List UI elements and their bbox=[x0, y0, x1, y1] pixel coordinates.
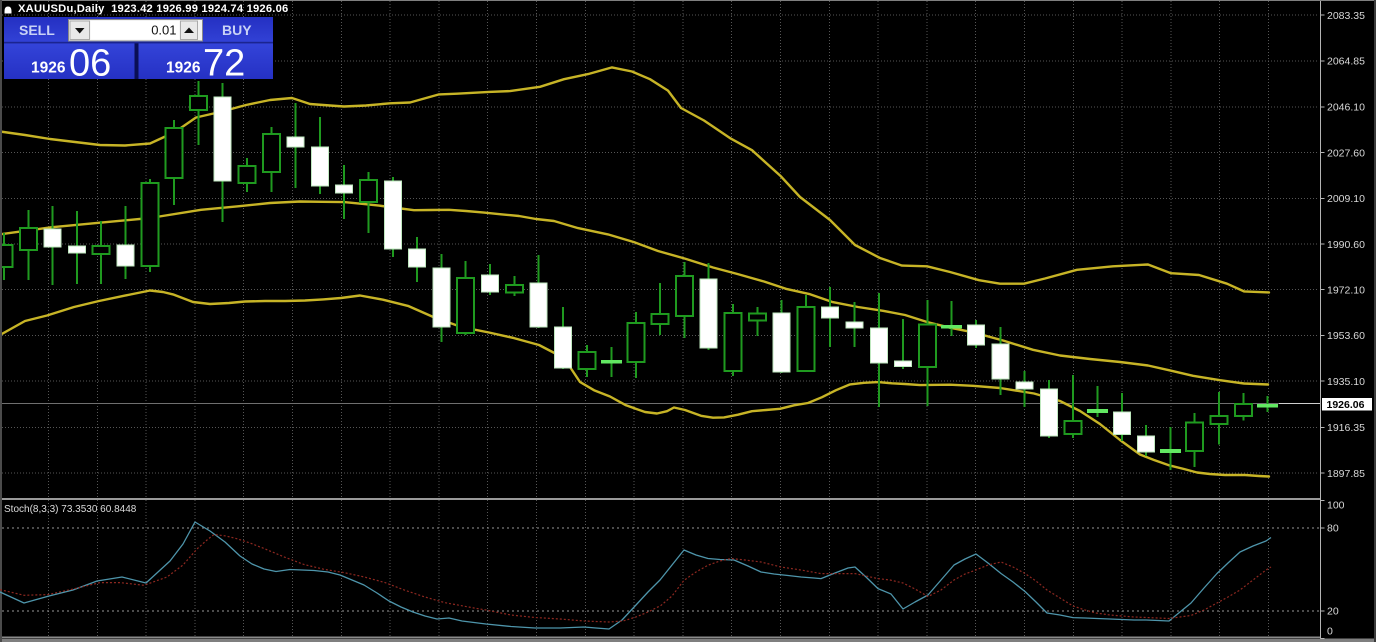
svg-text:2027.60: 2027.60 bbox=[1327, 147, 1365, 159]
svg-text:2064.85: 2064.85 bbox=[1327, 56, 1365, 68]
svg-text:2046.10: 2046.10 bbox=[1327, 102, 1365, 114]
svg-text:2009.10: 2009.10 bbox=[1327, 193, 1365, 205]
svg-text:72: 72 bbox=[203, 43, 245, 85]
svg-text:0: 0 bbox=[1327, 626, 1333, 638]
svg-text:2083.35: 2083.35 bbox=[1327, 10, 1365, 22]
svg-text:1916.35: 1916.35 bbox=[1327, 422, 1365, 434]
svg-text:1926: 1926 bbox=[166, 60, 201, 77]
svg-text:Stoch(8,3,3) 73.3530 60.8448: Stoch(8,3,3) 73.3530 60.8448 bbox=[4, 504, 137, 515]
svg-text:1953.60: 1953.60 bbox=[1327, 330, 1365, 342]
svg-text:20: 20 bbox=[1327, 606, 1339, 618]
svg-text:SELL: SELL bbox=[19, 22, 55, 38]
svg-text:1897.85: 1897.85 bbox=[1327, 468, 1365, 480]
svg-text:1972.10: 1972.10 bbox=[1327, 285, 1365, 297]
svg-text:XAUUSDu,Daily 1923.42 1926.99: XAUUSDu,Daily 1923.42 1926.99 1924.74 19… bbox=[18, 3, 288, 15]
svg-text:1926: 1926 bbox=[31, 60, 66, 77]
svg-text:1926.06: 1926.06 bbox=[1327, 399, 1365, 411]
svg-text:BUY: BUY bbox=[222, 22, 252, 38]
svg-text:100: 100 bbox=[1327, 500, 1345, 512]
svg-text:1990.60: 1990.60 bbox=[1327, 239, 1365, 251]
svg-text:0.01: 0.01 bbox=[151, 23, 176, 38]
svg-text:1935.10: 1935.10 bbox=[1327, 376, 1365, 388]
svg-text:80: 80 bbox=[1327, 523, 1339, 535]
svg-text:06: 06 bbox=[69, 43, 111, 85]
